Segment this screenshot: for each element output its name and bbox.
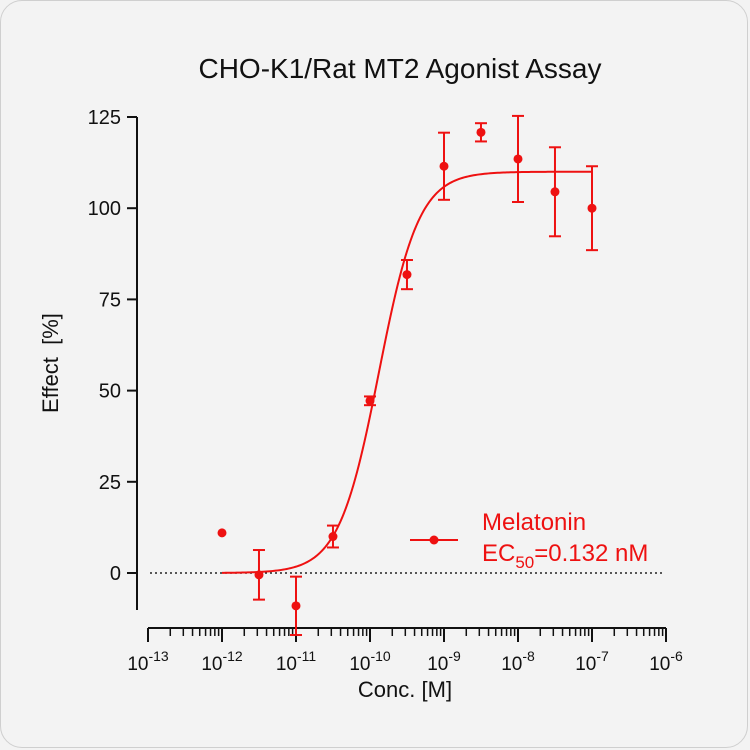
x-tick-exponent: -7 [596, 648, 609, 664]
y-axis-label: Effect [%] [38, 313, 63, 413]
legend-ec50-value: =0.132 nM [534, 540, 648, 567]
legend-ec50-sub: 50 [515, 553, 534, 572]
legend: Melatonin EC50=0.132 nM [410, 509, 648, 572]
data-point [328, 532, 338, 542]
chart-title: CHO-K1/Rat MT2 Agonist Assay [198, 53, 601, 84]
x-tick-base: 10 [427, 654, 448, 675]
fit-curve [221, 170, 592, 574]
data-point [513, 154, 523, 164]
data-point [476, 127, 486, 137]
x-axis-label: Conc. [M] [358, 677, 452, 702]
x-tick-label: 10-13 [127, 648, 169, 675]
data-point [402, 270, 412, 280]
x-tick-exponent: -9 [448, 648, 461, 664]
data-point [217, 528, 227, 538]
x-tick-base: 10 [127, 654, 148, 675]
x-tick-base: 10 [201, 654, 222, 675]
data-point [550, 187, 560, 197]
legend-marker [429, 535, 439, 545]
x-tick-exponent: -13 [148, 648, 168, 664]
x-tick-label: 10-9 [427, 648, 461, 675]
x-tick-label: 10-12 [201, 648, 243, 675]
legend-ec50: EC50=0.132 nM [482, 540, 648, 572]
y-tick-label: 75 [99, 289, 121, 311]
x-tick-base: 10 [501, 654, 522, 675]
legend-ec50-prefix: EC [482, 540, 515, 567]
data-point [365, 396, 375, 406]
x-tick-exponent: -12 [222, 648, 242, 664]
data-point [254, 570, 264, 580]
y-tick-label: 50 [99, 381, 121, 403]
y-tick-label: 25 [99, 472, 121, 494]
x-tick-exponent: -8 [522, 648, 535, 664]
data-point [587, 203, 597, 213]
data-points [217, 127, 597, 611]
x-tick-label: 10-10 [349, 648, 391, 675]
y-tick-label: 100 [88, 198, 121, 220]
data-point [439, 161, 449, 171]
x-tick-base: 10 [649, 654, 670, 675]
y-tick-label: 125 [88, 107, 121, 129]
x-tick-exponent: -11 [297, 648, 316, 664]
x-tick-exponent: -6 [670, 648, 683, 664]
y-tick-label: 0 [110, 563, 121, 585]
data-point [291, 601, 301, 611]
x-tick-base: 10 [276, 654, 297, 675]
x-tick-base: 10 [575, 654, 596, 675]
x-tick-base: 10 [349, 654, 370, 675]
x-ticks [147, 628, 667, 642]
x-tick-labels: 10-13 10-12 10-11 10-10 10-9 10-8 10-7 10-6 [127, 648, 683, 675]
x-tick-exponent: -10 [370, 648, 390, 664]
x-tick-label: 10-7 [575, 648, 609, 675]
y-ticks: 0 25 50 75 100 125 [88, 107, 137, 585]
x-tick-label: 10-8 [501, 648, 535, 675]
legend-label: Melatonin [482, 509, 586, 536]
x-tick-label: 10-6 [649, 648, 683, 675]
x-tick-label: 10-11 [276, 648, 317, 675]
